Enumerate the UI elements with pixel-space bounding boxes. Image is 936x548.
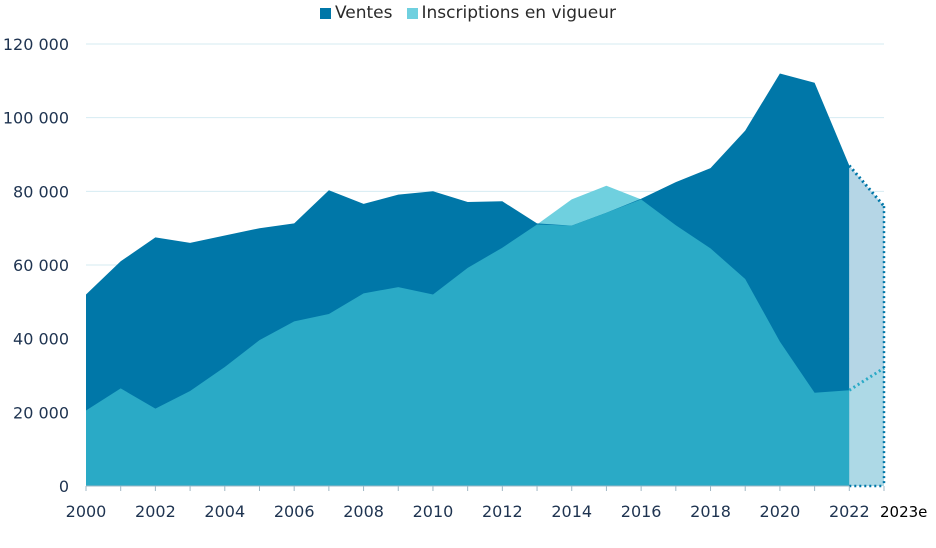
area-inscriptions-estimate: [849, 368, 884, 486]
x-tick-label: 2018: [690, 502, 731, 521]
area-overlap: [86, 199, 850, 486]
x-tick-label: 2010: [413, 502, 454, 521]
x-tick-label: 2023e: [880, 503, 927, 521]
legend-swatch-ventes: [319, 7, 331, 19]
x-tick-label: 2022: [829, 502, 870, 521]
x-tick-label: 2016: [621, 502, 662, 521]
legend-label-inscriptions: Inscriptions en vigueur: [421, 3, 617, 23]
x-tick-label: 2000: [66, 502, 107, 521]
x-tick-label: 2014: [551, 502, 592, 521]
x-tick-label: 2006: [274, 502, 315, 521]
y-tick-label: 80 000: [13, 182, 69, 201]
x-tick-label: 2020: [760, 502, 801, 521]
y-tick-label: 40 000: [13, 330, 69, 349]
y-tick-label: 0: [59, 477, 69, 496]
legend-item-ventes: Ventes: [319, 3, 393, 23]
line-ventes-estimate: [848, 164, 886, 208]
y-tick-label: 100 000: [3, 109, 69, 128]
legend-label-ventes: Ventes: [334, 3, 393, 23]
legend-item-inscriptions: Inscriptions en vigueur: [406, 3, 617, 23]
line-inscriptions-estimate: [848, 366, 885, 392]
x-tick-label: 2012: [482, 502, 523, 521]
legend: Ventes Inscriptions en vigueur: [0, 0, 936, 26]
x-tick-label: 2002: [135, 502, 176, 521]
y-tick-label: 20 000: [13, 403, 69, 422]
y-tick-label: 120 000: [3, 35, 69, 54]
x-tick-label: 2004: [204, 502, 245, 521]
x-tick-label: 2008: [343, 502, 384, 521]
y-tick-label: 60 000: [13, 256, 69, 275]
legend-swatch-inscriptions: [406, 7, 418, 19]
